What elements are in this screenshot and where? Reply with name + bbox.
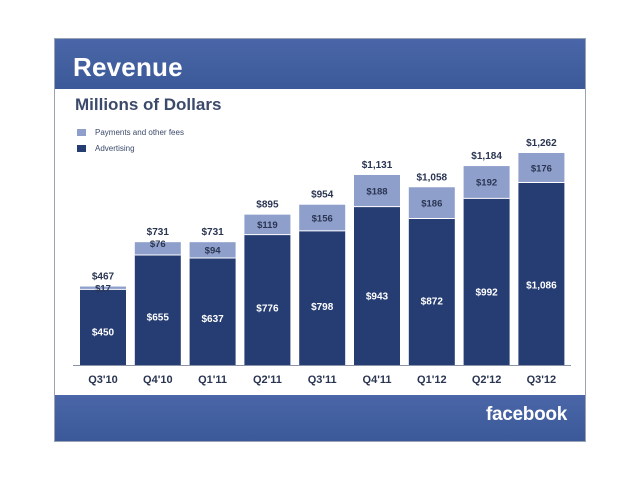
bar-payments-2 bbox=[189, 242, 236, 258]
label-total-0: $467 bbox=[92, 272, 115, 283]
label-total-5: $1,131 bbox=[362, 160, 393, 171]
x-tick-label-5: Q4'11 bbox=[363, 374, 392, 386]
label-total-1: $731 bbox=[147, 227, 170, 238]
label-payments-5: $188 bbox=[366, 186, 387, 197]
slide-title: Revenue bbox=[73, 52, 183, 82]
bar-advertising-6 bbox=[408, 218, 455, 365]
bar-advertising-7 bbox=[463, 198, 510, 365]
bar-advertising-8 bbox=[518, 182, 565, 365]
bar-payments-5 bbox=[354, 174, 400, 207]
label-payments-4: $156 bbox=[312, 213, 333, 224]
bar-payments-0 bbox=[80, 286, 126, 290]
label-advertising-4: $798 bbox=[311, 302, 334, 313]
bar-payments-8 bbox=[518, 152, 565, 183]
x-tick-label-3: Q2'11 bbox=[253, 374, 282, 386]
legend-swatch-advertising bbox=[77, 144, 86, 152]
label-total-4: $954 bbox=[311, 190, 334, 201]
footer-bar: facebook bbox=[55, 395, 585, 441]
facebook-logo: facebook bbox=[485, 404, 567, 425]
slide: Revenue Millions of Dollars Payments and… bbox=[54, 38, 586, 442]
bar-advertising-0 bbox=[80, 289, 126, 365]
legend: Payments and other fees Advertising bbox=[77, 124, 184, 156]
label-total-7: $1,184 bbox=[471, 151, 502, 162]
legend-label-payments: Payments and other fees bbox=[95, 127, 184, 137]
bar-payments-6 bbox=[408, 187, 455, 219]
bar-advertising-5 bbox=[354, 206, 400, 365]
label-advertising-3: $776 bbox=[256, 304, 279, 315]
label-advertising-2: $637 bbox=[201, 314, 224, 325]
legend-item-payments: Payments and other fees bbox=[77, 124, 184, 140]
legend-item-advertising: Advertising bbox=[77, 140, 184, 156]
label-payments-8: $176 bbox=[531, 163, 552, 174]
x-tick-label-2: Q1'11 bbox=[198, 374, 227, 386]
label-total-6: $1,058 bbox=[417, 172, 448, 183]
chart-subtitle: Millions of Dollars bbox=[75, 95, 222, 114]
label-advertising-1: $655 bbox=[147, 313, 170, 324]
x-tick-label-7: Q2'12 bbox=[472, 374, 502, 386]
label-payments-7: $192 bbox=[476, 178, 497, 189]
label-payments-0: $17 bbox=[95, 284, 111, 295]
label-payments-2: $94 bbox=[205, 246, 222, 257]
label-payments-6: $186 bbox=[421, 198, 442, 209]
x-tick-label-6: Q1'12 bbox=[417, 374, 447, 386]
header-bar: Revenue bbox=[55, 39, 585, 89]
bar-advertising-1 bbox=[134, 254, 181, 365]
label-payments-3: $119 bbox=[257, 220, 278, 231]
label-advertising-0: $450 bbox=[92, 328, 115, 339]
bar-payments-1 bbox=[134, 242, 181, 255]
label-total-3: $895 bbox=[256, 200, 279, 211]
label-advertising-7: $992 bbox=[475, 288, 498, 299]
bar-payments-4 bbox=[299, 204, 346, 231]
label-advertising-8: $1,086 bbox=[526, 281, 557, 292]
label-total-2: $731 bbox=[201, 227, 224, 238]
revenue-chart: $450$17$467Q3'10$655$76$731Q4'10$637$94$… bbox=[73, 138, 571, 386]
x-tick-label-0: Q3'10 bbox=[88, 374, 118, 386]
bar-payments-3 bbox=[244, 214, 291, 235]
label-payments-1: $76 bbox=[150, 239, 166, 250]
x-tick-label-1: Q4'10 bbox=[143, 374, 173, 386]
bar-advertising-4 bbox=[299, 230, 346, 365]
x-tick-label-4: Q3'11 bbox=[308, 374, 337, 386]
label-total-8: $1,262 bbox=[526, 138, 557, 149]
legend-label-advertising: Advertising bbox=[95, 143, 135, 153]
bar-advertising-3 bbox=[244, 234, 291, 365]
bar-advertising-2 bbox=[189, 257, 236, 365]
x-tick-label-8: Q3'12 bbox=[527, 374, 557, 386]
legend-swatch-payments bbox=[77, 128, 86, 136]
label-advertising-6: $872 bbox=[421, 297, 444, 308]
bar-payments-7 bbox=[463, 166, 510, 199]
label-advertising-5: $943 bbox=[366, 291, 389, 302]
